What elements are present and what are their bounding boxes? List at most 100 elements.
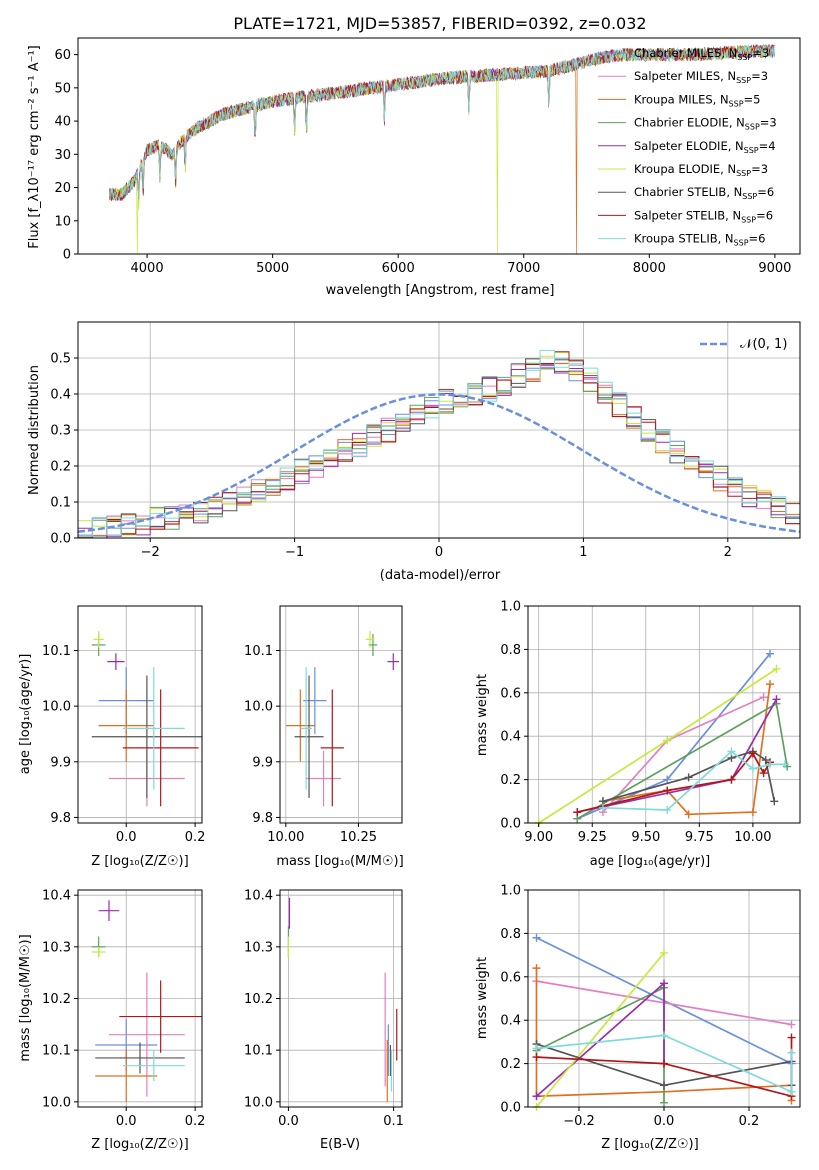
- x-tick-label: 9.75: [685, 830, 714, 845]
- legend-subscript: SSP: [741, 215, 756, 224]
- y-tick-label: 10.1: [244, 644, 273, 659]
- spectrum-axes: 4000 5000 6000 7000 8000 9000 0 10 20 30 40 50 60: [54, 37, 801, 276]
- weight-marker-chabrier_stelib: [761, 756, 770, 765]
- weight-marker-kroupa_stelib: [766, 760, 775, 769]
- legend-suffix: =3: [752, 46, 769, 60]
- y-tick-label: 10.0: [42, 700, 71, 715]
- weight-marker-salpeter_stelib: [660, 1059, 668, 1068]
- weight-marker-kroupa_stelib: [727, 747, 736, 756]
- legend-suffix: =6: [749, 232, 766, 246]
- weight-vs-z-panel: −0.2 0.0 0.2 0.0 0.2 0.4 0.6 0.8 1.0 Z [log₁₀(Z/…: [475, 884, 801, 1152]
- y-tick-label: 0.8: [500, 643, 521, 658]
- x-tick-label: 10.25: [340, 830, 377, 845]
- y-tick-label: 10.0: [244, 700, 273, 715]
- x-tick-label: 0.0: [654, 1114, 675, 1129]
- age-vs-z-points: [91, 631, 202, 807]
- legend-text: Kroupa MILES, N: [634, 92, 729, 106]
- y-tick-label: 0.4: [50, 388, 71, 403]
- mass-vs-z-xlabel: Z [log₁₀(Z/Z☉)]: [91, 1137, 188, 1152]
- errorbar-point-salpeter_elodie: [107, 653, 125, 670]
- weight-vs-z-series: [532, 933, 796, 1111]
- age-vs-mass-axes: 10.00 10.25 9.8 9.9 10.0 10.1: [244, 605, 403, 845]
- legend-text: Chabrier MILES, N: [634, 46, 737, 60]
- weight-line-kroupa_elodie: [535, 952, 665, 1108]
- legend-subscript: SSP: [734, 239, 749, 248]
- legend-text: Salpeter MILES, N: [634, 69, 736, 83]
- y-tick-label: 10.4: [244, 889, 273, 904]
- legend-label-chabrier_elodie: Chabrier ELODIE, NSSP=3: [634, 116, 777, 132]
- weight-marker-chabrier_stelib: [660, 1081, 668, 1090]
- y-tick-label: 10.3: [244, 940, 273, 955]
- errorbar-point-salpeter_stelib: [119, 980, 202, 1053]
- x-tick-label: 2: [724, 545, 732, 560]
- legend-text: Salpeter STELIB, N: [634, 208, 741, 222]
- errorbar-point-kroupa_elodie: [91, 946, 106, 958]
- x-tick-label: 4000: [131, 261, 164, 276]
- age-vs-mass-points: [285, 631, 400, 807]
- mass-vs-ebv-panel: 0.0 0.1 10.0 10.1 10.2 10.3 10.4 E(B-V): [244, 889, 404, 1152]
- age-vs-z-axes: 0.0 0.2 9.8 9.9 10.0 10.1: [42, 605, 205, 845]
- y-tick-label: 20: [54, 181, 71, 196]
- legend-label-kroupa_stelib: Kroupa STELIB, NSSP=6: [634, 232, 765, 248]
- y-tick-label: 0.8: [500, 927, 521, 942]
- weight-vs-z-xlabel: Z [log₁₀(Z/Z☉)]: [601, 1137, 698, 1152]
- y-tick-label: 10.2: [244, 992, 273, 1007]
- weight-marker-chabrier_miles: [766, 649, 775, 658]
- age-vs-mass-panel: 10.00 10.25 9.8 9.9 10.0 10.1 mass [log₁₀(M/M…: [244, 605, 404, 869]
- y-tick-label: 0.2: [500, 773, 521, 788]
- weight-marker-chabrier_stelib: [684, 773, 693, 782]
- weight-marker-chabrier_miles: [532, 933, 541, 942]
- errorbar-point-kroupa_elodie: [365, 631, 375, 648]
- errorbar-point-kroupa_stelib: [300, 667, 312, 790]
- legend-suffix: =5: [744, 92, 761, 106]
- axes-frame: [279, 605, 403, 824]
- y-tick-label: 0.6: [500, 686, 521, 701]
- x-tick-label: 9.25: [578, 830, 607, 845]
- age-vs-z-xlabel: Z [log₁₀(Z/Z☉)]: [91, 854, 188, 869]
- weight-marker-kroupa_stelib: [781, 760, 790, 769]
- mass-vs-z-panel: 0.0 0.2 10.0 10.1 10.2 10.3 10.4 Z [log₁₀(Z/Z☉…: [18, 889, 205, 1152]
- weight-marker-chabrier_elodie: [660, 1098, 668, 1107]
- weight-marker-kroupa_stelib: [598, 803, 607, 812]
- spectrum-xlabel: wavelength [Angstrom, rest frame]: [326, 283, 555, 298]
- y-tick-label: 10.2: [42, 992, 71, 1007]
- weight-marker-salpeter_stelib: [532, 1053, 541, 1062]
- legend-text: Kroupa STELIB, N: [634, 232, 734, 246]
- weight-marker-salpeter_miles: [787, 1020, 796, 1029]
- legend-text: Salpeter ELODIE, N: [634, 139, 744, 153]
- weight-marker-kroupa_stelib: [748, 764, 757, 773]
- residuals-xlabel: (data-model)/error: [380, 568, 501, 583]
- errorbar-point-salpeter_stelib: [122, 689, 199, 807]
- spectrum-line-chabrier_elodie: [109, 44, 775, 201]
- weight-vs-z-ylabel: mass weight: [475, 957, 490, 1039]
- y-tick-label: 9.9: [50, 755, 71, 770]
- weight-vs-age-axes: 9.00 9.25 9.50 9.75 10.00 0.0 0.2 0.4 0.6 0.8 1.0: [500, 600, 801, 845]
- residuals-legend: 𝒩(0, 1): [700, 337, 787, 352]
- legend-subscript: SSP: [745, 123, 760, 132]
- errorbar-point-salpeter_stelib: [320, 689, 344, 807]
- weight-marker-kroupa_miles: [684, 810, 693, 819]
- legend-text: Chabrier STELIB, N: [634, 185, 742, 199]
- errorbar-point-salpeter_elodie: [98, 900, 120, 921]
- legend-suffix: =4: [759, 139, 776, 153]
- mass-vs-ebv-points: [287, 897, 398, 1102]
- y-tick-label: 30: [54, 148, 71, 163]
- legend-subscript: SSP: [736, 169, 751, 178]
- y-tick-label: 10.0: [42, 1095, 71, 1110]
- weight-marker-kroupa_stelib: [787, 1048, 796, 1057]
- y-tick-label: 0.0: [50, 532, 71, 547]
- weight-marker-chabrier_miles: [663, 775, 672, 784]
- weight-vs-age-ylabel: mass weight: [475, 674, 490, 756]
- residuals-axes: −2 −1 0 1 2 0.0 0.1 0.2 0.3 0.4 0.5: [50, 321, 801, 560]
- y-tick-label: 50: [54, 81, 71, 96]
- legend-suffix: =6: [756, 208, 773, 222]
- errorbar-point-kroupa_stelib: [122, 667, 185, 790]
- histogram-kroupa_stelib: [78, 349, 800, 538]
- weight-line-salpeter_stelib: [577, 752, 771, 813]
- residuals-histograms: [77, 349, 801, 538]
- spectrum-title: PLATE=1721, MJD=53857, FIBERID=0392, z=0…: [233, 14, 646, 33]
- weight-marker-kroupa_stelib: [787, 1087, 796, 1096]
- x-tick-label: 0.0: [278, 1114, 299, 1129]
- mass-vs-z-points: [91, 900, 202, 1102]
